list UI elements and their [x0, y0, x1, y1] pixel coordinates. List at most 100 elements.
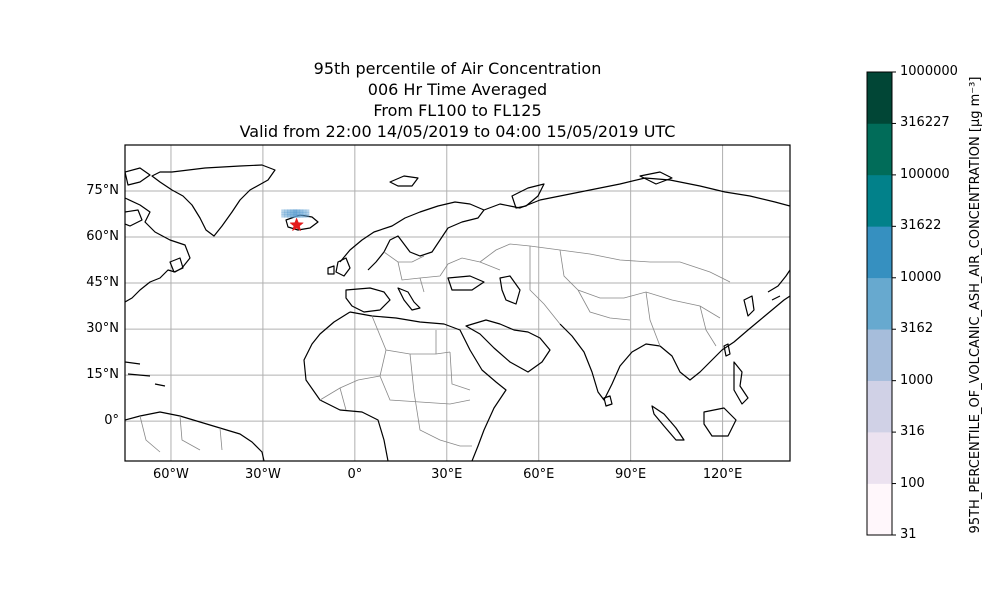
plume-cell	[281, 214, 285, 218]
plume-cell	[296, 209, 301, 213]
korea	[743, 295, 755, 317]
colorbar-frame	[866, 71, 893, 536]
lat-tick-label: 30°N	[86, 321, 119, 337]
plume-cell	[305, 209, 310, 213]
lon-tick-label: 60°E	[523, 467, 555, 482]
coastlines	[125, 164, 790, 461]
svalbard	[389, 175, 419, 187]
philippines	[733, 361, 749, 405]
africa-coastline	[303, 311, 507, 461]
colorbar-segment	[867, 432, 892, 484]
colorbar-tick-label: 316227	[900, 115, 950, 131]
borneo	[703, 407, 737, 437]
colorbar-segment	[867, 123, 892, 176]
volcano-source-marker	[289, 217, 304, 232]
canadian-islands	[125, 167, 151, 186]
colorbar-tick-label: 31	[900, 527, 917, 542]
south-america-coastline	[125, 411, 265, 461]
plume-cell	[281, 209, 285, 213]
italy-coastline	[397, 287, 421, 311]
plume-cell	[287, 214, 291, 218]
baffin-island	[125, 209, 143, 227]
scandinavia-coastline	[339, 201, 485, 271]
colorbar-tick-label: 316	[900, 424, 925, 440]
lat-tick-label: 45°N	[86, 275, 119, 291]
caribbean-islands	[125, 361, 166, 387]
lon-tick-label: 60°W	[153, 467, 189, 482]
colorbar-units-text: [μg m⁻³]	[968, 76, 983, 133]
taiwan	[723, 343, 731, 357]
colorbar-segment	[867, 277, 892, 330]
north-america-coastline	[125, 197, 191, 303]
plume-cell	[287, 211, 291, 216]
plume-cell	[290, 211, 295, 216]
colorbar	[866, 71, 896, 536]
arabia-coastline	[465, 319, 551, 373]
lon-tick-label: 120°E	[702, 467, 743, 482]
plume-cell	[305, 214, 310, 218]
colorbar-tick-label: 3162	[900, 321, 934, 337]
ash-plume	[281, 209, 310, 218]
lat-tick-label: 15°N	[86, 367, 119, 383]
lon-tick-label: 90°E	[615, 467, 647, 482]
colorbar-tick-label: 10000	[900, 269, 942, 285]
greenland-coastline	[151, 164, 276, 237]
plume-cell	[302, 209, 307, 213]
black-sea	[447, 275, 485, 291]
plume-cell	[296, 211, 301, 216]
plume-cell	[284, 214, 288, 218]
colorbar-tick-label: 100000	[900, 166, 950, 182]
plume-cell	[293, 214, 298, 218]
plume-cell	[281, 211, 285, 216]
india-coastline	[559, 295, 790, 401]
lat-tick-label: 75°N	[86, 183, 119, 199]
british-isles	[327, 257, 351, 277]
plume-cell	[287, 209, 291, 213]
colorbar-segment	[867, 174, 892, 227]
colorbar-tick-label: 100	[900, 475, 925, 491]
plume-cell	[284, 209, 288, 213]
sumatra	[651, 405, 685, 441]
plume-cell	[290, 214, 295, 218]
colorbar-title-text: 95TH_PERCENTILE_OF_VOLCANIC_ASH_AIR_CONC…	[968, 136, 983, 534]
map-title-line-3: From FL100 to FL125	[373, 101, 542, 120]
map-title-line-4: Valid from 22:00 14/05/2019 to 04:00 15/…	[239, 122, 676, 141]
novaya-zemlya	[511, 183, 545, 209]
gridlines	[125, 145, 790, 461]
plume-cell	[305, 211, 310, 216]
lat-tick-label: 0°	[104, 413, 119, 429]
country-borders	[139, 243, 731, 453]
plume-cell	[293, 209, 298, 213]
plume-cell	[284, 211, 288, 216]
caspian-sea	[499, 275, 521, 305]
newfoundland	[169, 257, 184, 273]
plume-cell	[299, 209, 304, 213]
plume-cell	[296, 214, 301, 218]
colorbar-segment	[867, 226, 892, 279]
colorbar-axis-title: 95TH_PERCENTILE_OF_VOLCANIC_ASH_AIR_CONC…	[968, 77, 983, 534]
sri-lanka	[603, 395, 613, 407]
plume-cell	[290, 209, 295, 213]
colorbar-segment	[867, 380, 892, 433]
plume-cell	[299, 211, 304, 216]
plume-cell	[302, 214, 307, 218]
lon-tick-label: 30°E	[431, 467, 463, 482]
iberia-coastline	[345, 287, 391, 313]
siberia-north-coast	[483, 177, 790, 211]
map-frame	[124, 144, 791, 462]
severnaya-zemlya	[639, 171, 673, 185]
lon-tick-label: 0°	[347, 467, 363, 482]
japan	[767, 269, 790, 301]
plume-cell	[299, 214, 304, 218]
colorbar-segment	[867, 72, 892, 124]
lat-tick-label: 60°N	[86, 229, 119, 245]
map-title-line-2: 006 Hr Time Averaged	[367, 80, 548, 99]
lon-tick-label: 30°W	[244, 467, 281, 482]
plume-cell	[293, 211, 298, 216]
colorbar-segment	[867, 483, 892, 536]
plume-cell	[302, 211, 307, 216]
red-star-icon	[289, 217, 304, 232]
colorbar-tick-label: 1000	[900, 372, 934, 388]
colorbar-segment	[867, 329, 892, 381]
